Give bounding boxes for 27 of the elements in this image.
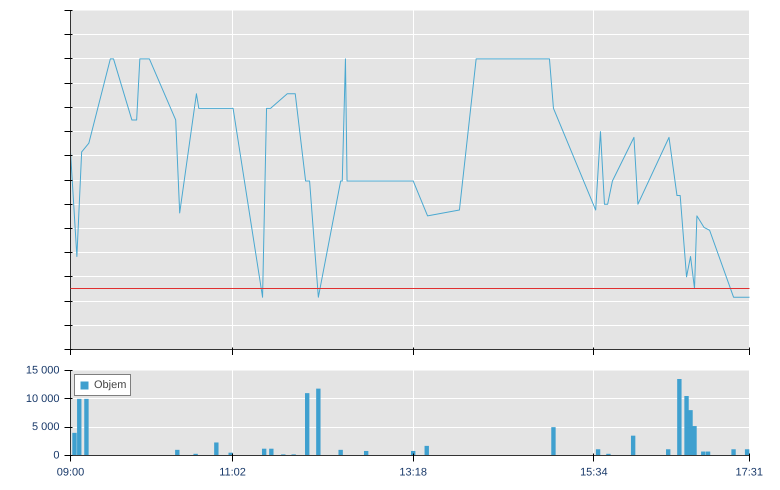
- bar: [596, 449, 600, 456]
- bar: [424, 446, 429, 456]
- bar: [84, 398, 89, 456]
- bar: [666, 449, 670, 456]
- bar: [338, 450, 343, 456]
- bar: [551, 427, 556, 456]
- bar: [316, 388, 321, 456]
- bar: [364, 450, 368, 456]
- bar: [677, 379, 682, 456]
- bar: [305, 393, 310, 456]
- bar: [684, 396, 689, 456]
- bar: [214, 442, 219, 456]
- x-tick-label: 11:02: [219, 466, 246, 478]
- bar: [262, 448, 266, 456]
- x-tick-label: 13:18: [399, 466, 427, 478]
- x-tick-label: 09:00: [56, 466, 84, 478]
- bar: [175, 450, 180, 456]
- y-tick-label: 0: [53, 450, 60, 462]
- y-tick-label: 5 000: [32, 421, 60, 434]
- legend-label: Objem: [94, 379, 126, 391]
- y-tick-label: 10 000: [26, 392, 60, 405]
- bar: [269, 448, 274, 456]
- x-tick-label: 15:34: [580, 466, 608, 478]
- y-tick-label: 15 000: [26, 364, 60, 376]
- bar: [731, 449, 736, 456]
- bar: [630, 436, 636, 456]
- x-tick-label: 17:31: [735, 466, 764, 478]
